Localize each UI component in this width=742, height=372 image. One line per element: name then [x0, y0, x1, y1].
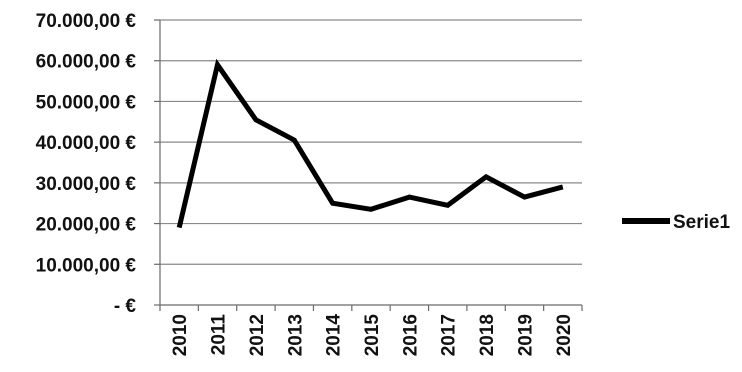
x-tick-label: 2018 — [477, 314, 498, 356]
x-tick-labels: 2010 2011 2012 2013 2014 2015 2016 2017 2018 2019… — [170, 314, 575, 357]
x-tick-label: 2015 — [362, 314, 383, 357]
legend: Serie1 — [622, 212, 730, 233]
y-tick-label: 40.000,00 € — [36, 133, 137, 154]
y-tick-label: 30.000,00 € — [36, 174, 137, 195]
x-tick-label: 2014 — [324, 314, 345, 357]
x-tick-label: 2020 — [554, 314, 575, 356]
series-line — [176, 58, 564, 229]
x-tick-label: 2013 — [285, 314, 306, 356]
series-layer — [176, 58, 564, 229]
x-tick-label: 2019 — [515, 314, 536, 356]
legend-label: Serie1 — [673, 212, 730, 233]
gridlines — [160, 19, 582, 265]
y-tick-label: 50.000,00 € — [36, 92, 137, 113]
x-tick-label: 2016 — [400, 314, 421, 356]
x-tick-label: 2011 — [209, 314, 230, 356]
y-tick-label: 60.000,00 € — [36, 52, 137, 73]
x-tick-label: 2012 — [247, 314, 268, 356]
y-tick-label: 70.000,00 € — [36, 11, 137, 32]
x-tick-label: 2010 — [170, 314, 191, 356]
y-tick-label: 20.000,00 € — [36, 215, 137, 236]
y-tick-label: - € — [114, 296, 137, 317]
y-tick-labels: - € 10.000,00 € 20.000,00 € 30.000,00 € 40.0… — [36, 11, 137, 317]
x-tick-label: 2017 — [439, 314, 460, 356]
y-tick-label: 10.000,00 € — [36, 255, 137, 276]
axes — [154, 19, 583, 311]
